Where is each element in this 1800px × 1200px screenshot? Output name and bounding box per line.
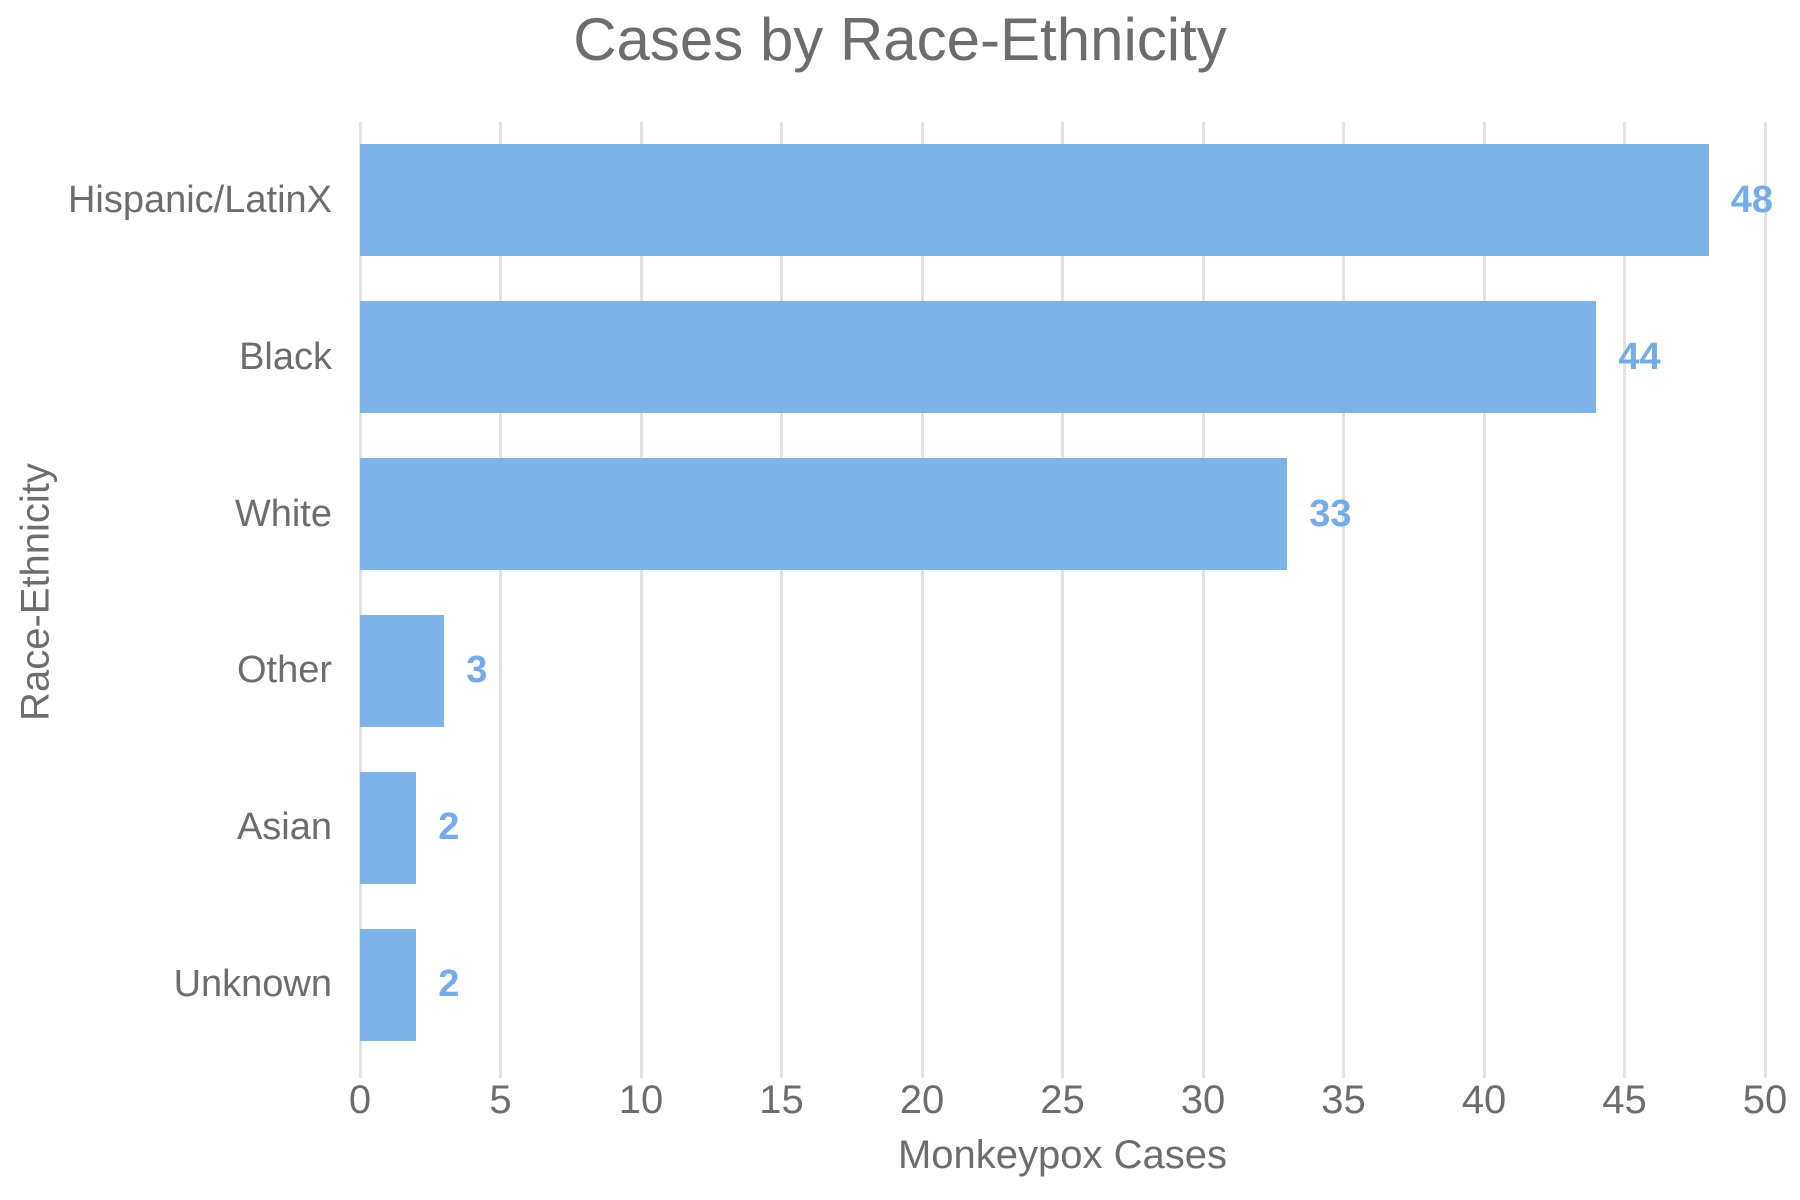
category-label-white: White [234, 492, 332, 535]
plot-area [358, 122, 1767, 1078]
category-label-asian: Asian [236, 806, 332, 849]
category-label-hispanic-latinx: Hispanic/LatinX [67, 178, 332, 221]
x-tick-mark-15 [780, 1063, 783, 1078]
x-tick-mark-35 [1342, 1063, 1345, 1078]
gridline-x-5 [499, 122, 502, 1063]
gridline-x-15 [780, 122, 783, 1063]
x-tick-label-40: 40 [1461, 1078, 1507, 1122]
x-tick-label-15: 15 [759, 1078, 804, 1122]
x-tick-label-50: 50 [1742, 1078, 1788, 1122]
x-tick-mark-50 [1763, 1063, 1767, 1078]
gridline-x-20 [920, 122, 924, 1063]
value-label-white: 33 [1309, 492, 1352, 535]
gridline-x-10 [639, 122, 643, 1063]
bar-unknown [360, 928, 417, 1041]
x-tick-label-5: 5 [489, 1078, 512, 1122]
x-tick-label-30: 30 [1180, 1078, 1226, 1122]
x-tick-label-45: 45 [1602, 1078, 1647, 1122]
chart-title: Cases by Race-Ethnicity [573, 6, 1227, 73]
value-label-other: 3 [466, 649, 488, 692]
bar-hispanic-latinx [360, 144, 1709, 257]
gridline-x-35 [1342, 122, 1345, 1063]
gridline-x-25 [1061, 122, 1064, 1063]
value-label-unknown: 2 [438, 963, 460, 1006]
bar-black [360, 301, 1597, 414]
bar-white [360, 458, 1288, 571]
x-tick-mark-25 [1061, 1063, 1064, 1078]
x-tick-label-10: 10 [618, 1078, 664, 1122]
x-tick-label-25: 25 [1040, 1078, 1085, 1122]
gridline-x-50 [1763, 122, 1767, 1063]
gridline-x-40 [1482, 122, 1486, 1063]
x-tick-mark-5 [499, 1063, 502, 1078]
category-label-unknown: Unknown [173, 963, 332, 1006]
x-tick-mark-20 [920, 1063, 924, 1078]
x-tick-mark-10 [639, 1063, 643, 1078]
bar-other [360, 614, 445, 727]
x-tick-mark-45 [1623, 1063, 1626, 1078]
x-tick-label-35: 35 [1321, 1078, 1366, 1122]
x-tick-mark-0 [358, 1063, 362, 1078]
category-label-other: Other [236, 649, 332, 692]
x-tick-label-0: 0 [348, 1078, 372, 1122]
y-axis-line [358, 122, 362, 1063]
y-axis-title: Race-Ethnicity [13, 463, 58, 721]
x-tick-label-20: 20 [899, 1078, 945, 1122]
x-tick-mark-30 [1201, 1063, 1205, 1078]
x-axis-title: Monkeypox Cases [897, 1133, 1228, 1177]
bar-asian [360, 771, 417, 884]
gridline-x-30 [1201, 122, 1205, 1063]
value-label-hispanic-latinx: 48 [1730, 178, 1774, 221]
value-label-black: 44 [1618, 335, 1661, 378]
value-label-asian: 2 [438, 806, 460, 849]
category-label-black: Black [239, 335, 332, 378]
gridline-x-45 [1623, 122, 1626, 1063]
x-tick-mark-40 [1482, 1063, 1486, 1078]
